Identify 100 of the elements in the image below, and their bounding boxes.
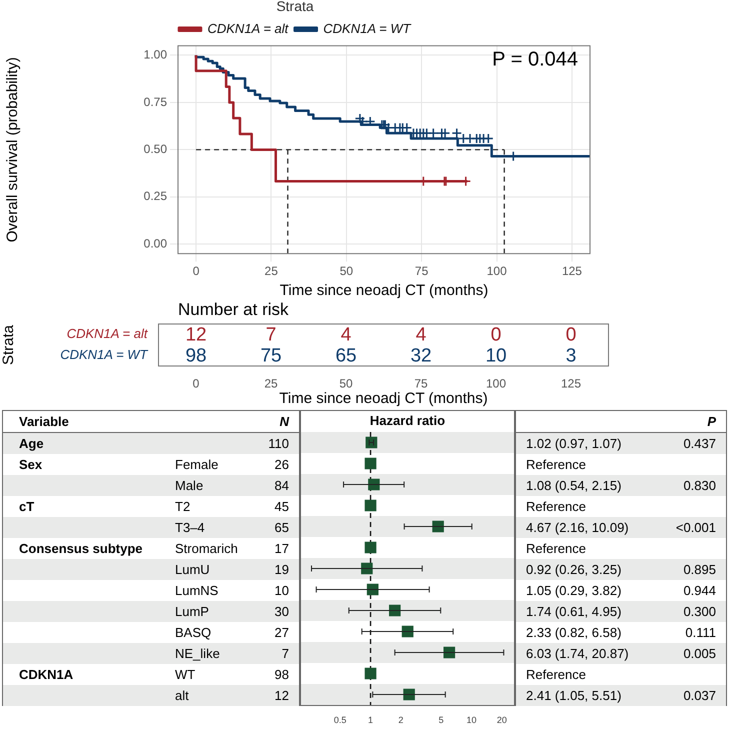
data-label: 32 xyxy=(410,346,432,367)
text: 2.41 (1.05, 5.51) xyxy=(526,688,622,702)
data-label: 7 xyxy=(266,324,276,346)
text: 0.005 xyxy=(683,646,716,660)
category-label: P xyxy=(707,414,716,430)
text: LumU xyxy=(175,562,210,576)
legend-title: Strata xyxy=(276,0,314,14)
text: 0.437 xyxy=(683,436,716,450)
x-tick-label: 75 xyxy=(414,264,429,278)
data-label: 12 xyxy=(185,324,207,346)
text: alt xyxy=(175,688,189,702)
data-label: 3 xyxy=(566,346,576,367)
text: 98 xyxy=(274,666,289,682)
text: 0.944 xyxy=(683,582,716,598)
text: 110 xyxy=(268,436,289,450)
text: 26 xyxy=(274,456,289,472)
x-tick-label: 1 xyxy=(368,714,374,725)
text: Age xyxy=(19,436,44,450)
text: Reference xyxy=(526,456,586,472)
data-label: 75 xyxy=(260,346,282,367)
text: BASQ xyxy=(175,624,212,640)
y-tick-label: 1.00 xyxy=(144,48,168,62)
x-tick-label: 100 xyxy=(486,264,508,278)
x-tick-label: 0 xyxy=(192,264,200,278)
data-label: 0 xyxy=(490,324,502,346)
text: 0.895 xyxy=(683,562,716,576)
x-tick-label: 20 xyxy=(496,714,507,725)
y-tick-label: 0.00 xyxy=(144,236,168,250)
data-label: 0 xyxy=(566,324,576,346)
y-tick-label: 0.25 xyxy=(144,189,168,204)
text: 65 xyxy=(274,520,289,534)
y-axis-title: Strata xyxy=(0,324,18,366)
text: 2.33 (0.82, 6.58) xyxy=(526,624,622,640)
text: 45 xyxy=(274,498,289,514)
x-tick-label: 25 xyxy=(264,376,278,391)
x-tick-label: 50 xyxy=(340,264,354,278)
y-axis-title: Overall survival (probability) xyxy=(4,57,22,242)
text: 19 xyxy=(274,562,289,576)
text: 1.74 (0.61, 4.95) xyxy=(526,604,622,618)
text: 4.67 (2.16, 10.09) xyxy=(526,520,629,534)
text: 7 xyxy=(282,646,289,660)
text: 30 xyxy=(274,604,289,618)
x-tick-label: 100 xyxy=(486,376,506,391)
text: 17 xyxy=(274,540,289,556)
text: T2 xyxy=(175,498,190,514)
x-tick-label: 25 xyxy=(264,264,278,278)
text: 0.300 xyxy=(683,604,716,618)
text: <0.001 xyxy=(676,520,716,534)
x-tick-label: 2 xyxy=(398,714,404,725)
x-tick-label: 125 xyxy=(562,264,582,278)
text: WT xyxy=(175,666,196,682)
text: Consensus subtype xyxy=(19,540,143,556)
text: NE_like xyxy=(175,646,220,660)
legend-label: CDKN1A = alt xyxy=(207,20,290,36)
category-label: Variable xyxy=(19,414,69,430)
text: 0.92 (0.26, 3.25) xyxy=(526,562,622,576)
text: Reference xyxy=(526,666,586,682)
text: Reference xyxy=(526,540,586,556)
text: cT xyxy=(19,498,34,514)
x-tick-label: 0 xyxy=(192,376,200,391)
y-tick-label: 0.75 xyxy=(144,94,168,109)
y-tick-label: 0.50 xyxy=(144,142,168,156)
text: LumP xyxy=(175,604,209,618)
text: 27 xyxy=(274,624,289,640)
x-tick-label: 5 xyxy=(438,714,444,725)
text: Stromarich xyxy=(175,540,238,556)
x-tick-label: 75 xyxy=(414,376,428,391)
text: 1.05 (0.29, 3.82) xyxy=(526,582,622,598)
annotation: P = 0.044 xyxy=(492,48,578,70)
text: 12 xyxy=(274,688,289,702)
text: 0.037 xyxy=(683,688,716,702)
legend-label: CDKN1A = WT xyxy=(323,20,412,36)
data-label: 98 xyxy=(185,346,207,367)
category-label: N xyxy=(280,414,289,430)
text: T3–4 xyxy=(175,520,205,534)
text: 1.02 (0.97, 1.07) xyxy=(526,436,622,450)
x-tick-label: 50 xyxy=(339,376,353,391)
data-label: 4 xyxy=(340,324,352,346)
text: 0.830 xyxy=(683,478,716,492)
x-tick-label: 10 xyxy=(466,714,476,725)
text: 10 xyxy=(274,582,289,598)
x-axis-title: Time since neoadj CT (months) xyxy=(279,390,488,408)
text: 0.111 xyxy=(685,624,716,640)
text: Male xyxy=(175,478,204,492)
text: 1.08 (0.54, 2.15) xyxy=(526,478,622,492)
chart-title: Number at risk xyxy=(178,300,290,320)
data-label: 4 xyxy=(416,324,427,346)
text: LumNS xyxy=(175,582,218,598)
x-tick-label: 0.5 xyxy=(334,714,346,725)
text: Sex xyxy=(19,456,42,472)
text: CDKN1A xyxy=(19,666,74,682)
text: Female xyxy=(175,456,218,472)
text: Reference xyxy=(526,498,586,514)
data-label: 10 xyxy=(485,346,507,367)
x-axis-title: Hazard ratio xyxy=(368,412,446,430)
data-label: 65 xyxy=(335,346,357,367)
x-axis-title: Time since neoadj CT (months) xyxy=(280,282,488,300)
text: 6.03 (1.74, 20.87) xyxy=(526,646,629,660)
text: 84 xyxy=(274,478,289,492)
x-tick-label: 125 xyxy=(560,376,582,391)
